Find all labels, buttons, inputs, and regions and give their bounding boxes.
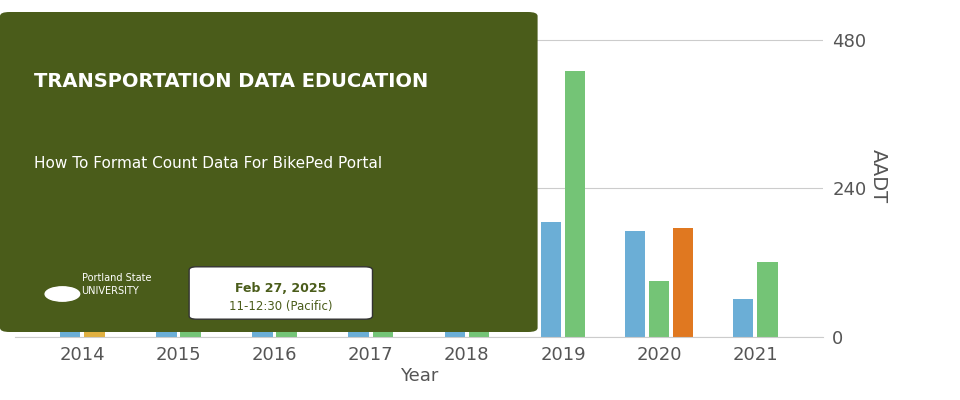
Bar: [649, 281, 669, 336]
Bar: [276, 256, 297, 336]
Bar: [564, 71, 586, 336]
Bar: [252, 241, 273, 336]
Bar: [673, 228, 693, 336]
Bar: [625, 231, 645, 336]
Bar: [372, 247, 393, 336]
Text: 11-12:30 (Pacific): 11-12:30 (Pacific): [229, 300, 332, 313]
Y-axis label: AADT: AADT: [869, 149, 887, 203]
Bar: [60, 241, 81, 336]
Bar: [84, 318, 105, 336]
Bar: [444, 170, 465, 336]
Bar: [540, 222, 562, 336]
Text: Feb 27, 2025: Feb 27, 2025: [235, 282, 326, 295]
Text: Portland State
UNIVERSITY: Portland State UNIVERSITY: [82, 273, 151, 296]
Bar: [733, 300, 754, 336]
Bar: [156, 241, 177, 336]
Text: How To Format Count Data For BikePed Portal: How To Format Count Data For BikePed Por…: [34, 156, 382, 171]
Bar: [180, 256, 201, 336]
X-axis label: Year: Year: [399, 367, 438, 385]
Bar: [348, 241, 369, 336]
Bar: [757, 262, 778, 336]
Text: TRANSPORTATION DATA EDUCATION: TRANSPORTATION DATA EDUCATION: [34, 72, 428, 91]
Bar: [468, 247, 489, 336]
